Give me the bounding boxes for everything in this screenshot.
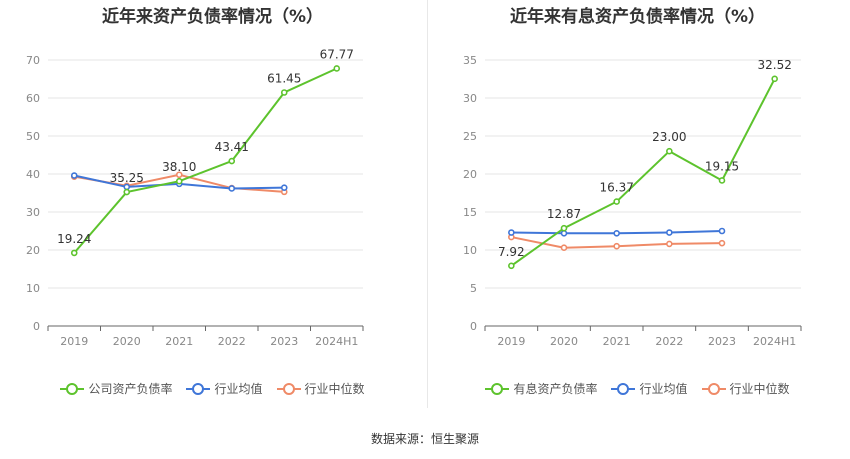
data-point bbox=[228, 157, 236, 165]
data-point bbox=[123, 188, 131, 196]
data-point bbox=[613, 229, 620, 237]
data-label: 23.00 bbox=[652, 130, 686, 144]
data-label: 12.87 bbox=[547, 207, 581, 221]
legend-marker-icon bbox=[60, 382, 85, 396]
data-label: 7.92 bbox=[498, 245, 525, 259]
y-tick-label: 5 bbox=[470, 282, 477, 295]
data-label: 19.24 bbox=[57, 232, 91, 246]
x-tick-label: 2019 bbox=[60, 335, 88, 348]
panel-divider bbox=[427, 0, 428, 408]
data-point bbox=[333, 65, 341, 72]
y-tick-label: 35 bbox=[463, 54, 477, 67]
x-tick-label: 2019 bbox=[497, 335, 525, 348]
data-point bbox=[123, 183, 131, 191]
series-line bbox=[73, 67, 338, 254]
y-tick-label: 50 bbox=[26, 130, 40, 143]
y-tick-label: 40 bbox=[26, 168, 40, 181]
y-tick-label: 0 bbox=[33, 320, 40, 333]
x-tick-label: 2024H1 bbox=[315, 335, 358, 348]
legend-label: 有息资产负债率 bbox=[513, 382, 598, 396]
left-chart-legend: 公司资产负债率 行业均值 行业中位数 bbox=[0, 380, 425, 397]
y-tick-label: 20 bbox=[463, 168, 477, 181]
data-label: 16.37 bbox=[599, 181, 633, 195]
legend-marker-icon bbox=[186, 382, 211, 396]
x-tick-label: 2022 bbox=[218, 335, 246, 348]
x-tick-label: 2021 bbox=[603, 335, 631, 348]
data-point bbox=[666, 147, 673, 155]
x-tick-label: 2020 bbox=[113, 335, 141, 348]
data-point bbox=[175, 171, 183, 179]
right-chart-panel: 近年来有息资产负债率情况（%） 0 5 10 15 20 25 30 35 2019 2020 20… bbox=[425, 0, 850, 410]
data-point bbox=[666, 240, 673, 248]
series-line bbox=[510, 78, 776, 267]
left-chart-title: 近年来资产负债率情况（%） bbox=[101, 7, 324, 27]
data-label: 38.10 bbox=[162, 160, 196, 174]
x-tick-label: 2022 bbox=[655, 335, 683, 348]
data-point bbox=[613, 242, 620, 250]
data-point bbox=[175, 177, 183, 185]
x-tick-label: 2024H1 bbox=[753, 335, 796, 348]
data-point bbox=[508, 229, 515, 236]
data-point bbox=[718, 177, 726, 184]
y-tick-label: 60 bbox=[26, 92, 40, 105]
data-point bbox=[560, 244, 568, 252]
x-tick-label: 2023 bbox=[708, 335, 736, 348]
y-tick-label: 10 bbox=[463, 244, 477, 257]
legend-marker-icon bbox=[276, 382, 301, 396]
data-point bbox=[70, 172, 78, 179]
data-point bbox=[718, 239, 726, 247]
legend-item[interactable]: 行业均值 bbox=[611, 380, 688, 397]
legend-marker-icon bbox=[485, 382, 510, 396]
data-point bbox=[666, 229, 673, 236]
left-chart-plot: 0 10 20 30 40 50 60 70 2019 2020 2021 2022 2023 2024H… bbox=[26, 47, 364, 348]
y-tick-label: 70 bbox=[26, 54, 40, 67]
y-tick-label: 30 bbox=[463, 92, 477, 105]
data-label: 35.25 bbox=[110, 171, 144, 185]
data-point bbox=[508, 262, 515, 270]
legend-marker-icon bbox=[611, 382, 636, 396]
legend-item[interactable]: 行业中位数 bbox=[701, 380, 790, 397]
y-tick-label: 30 bbox=[26, 206, 40, 219]
data-point bbox=[718, 227, 726, 235]
data-point bbox=[280, 89, 288, 96]
legend-item[interactable]: 公司资产负债率 bbox=[60, 380, 172, 397]
legend-label: 行业均值 bbox=[639, 382, 688, 396]
x-tick-label: 2023 bbox=[270, 335, 298, 348]
legend-label: 行业中位数 bbox=[729, 382, 790, 396]
legend-label: 公司资产负债率 bbox=[88, 382, 173, 396]
data-label: 32.52 bbox=[757, 58, 791, 72]
data-point bbox=[771, 75, 778, 83]
left-chart-panel: 近年来资产负债率情况（%） 0 10 20 30 40 50 60 70 2019 2020 202… bbox=[0, 0, 425, 410]
data-label: 43.41 bbox=[215, 140, 249, 154]
data-point bbox=[613, 198, 620, 205]
data-label: 19.15 bbox=[705, 159, 739, 173]
data-label: 61.45 bbox=[267, 71, 301, 85]
right-chart-plot: 0 5 10 15 20 25 30 35 2019 2020 2021 2022 2023 2024H1… bbox=[463, 54, 802, 348]
legend-item[interactable]: 行业均值 bbox=[186, 380, 263, 397]
y-tick-label: 25 bbox=[463, 130, 477, 143]
legend-label: 行业中位数 bbox=[304, 382, 365, 396]
right-chart-legend: 有息资产负债率 行业均值 行业中位数 bbox=[425, 380, 850, 397]
y-tick-label: 15 bbox=[463, 206, 477, 219]
data-point bbox=[280, 184, 288, 191]
legend-label: 行业均值 bbox=[214, 382, 263, 396]
data-point bbox=[560, 224, 568, 232]
data-point bbox=[560, 229, 568, 237]
right-chart-title: 近年来有息资产负债率情况（%） bbox=[509, 7, 766, 27]
data-point bbox=[70, 249, 78, 257]
x-tick-label: 2020 bbox=[550, 335, 578, 348]
y-tick-label: 10 bbox=[26, 282, 40, 295]
data-label: 67.77 bbox=[320, 47, 354, 61]
y-tick-label: 20 bbox=[26, 244, 40, 257]
x-tick-label: 2021 bbox=[165, 335, 193, 348]
legend-marker-icon bbox=[701, 382, 726, 396]
legend-item[interactable]: 有息资产负债率 bbox=[485, 380, 597, 397]
y-tick-label: 0 bbox=[470, 320, 477, 333]
data-point bbox=[228, 185, 236, 192]
data-source-note: 数据来源：恒生聚源 bbox=[370, 432, 479, 446]
legend-item[interactable]: 行业中位数 bbox=[276, 380, 365, 397]
